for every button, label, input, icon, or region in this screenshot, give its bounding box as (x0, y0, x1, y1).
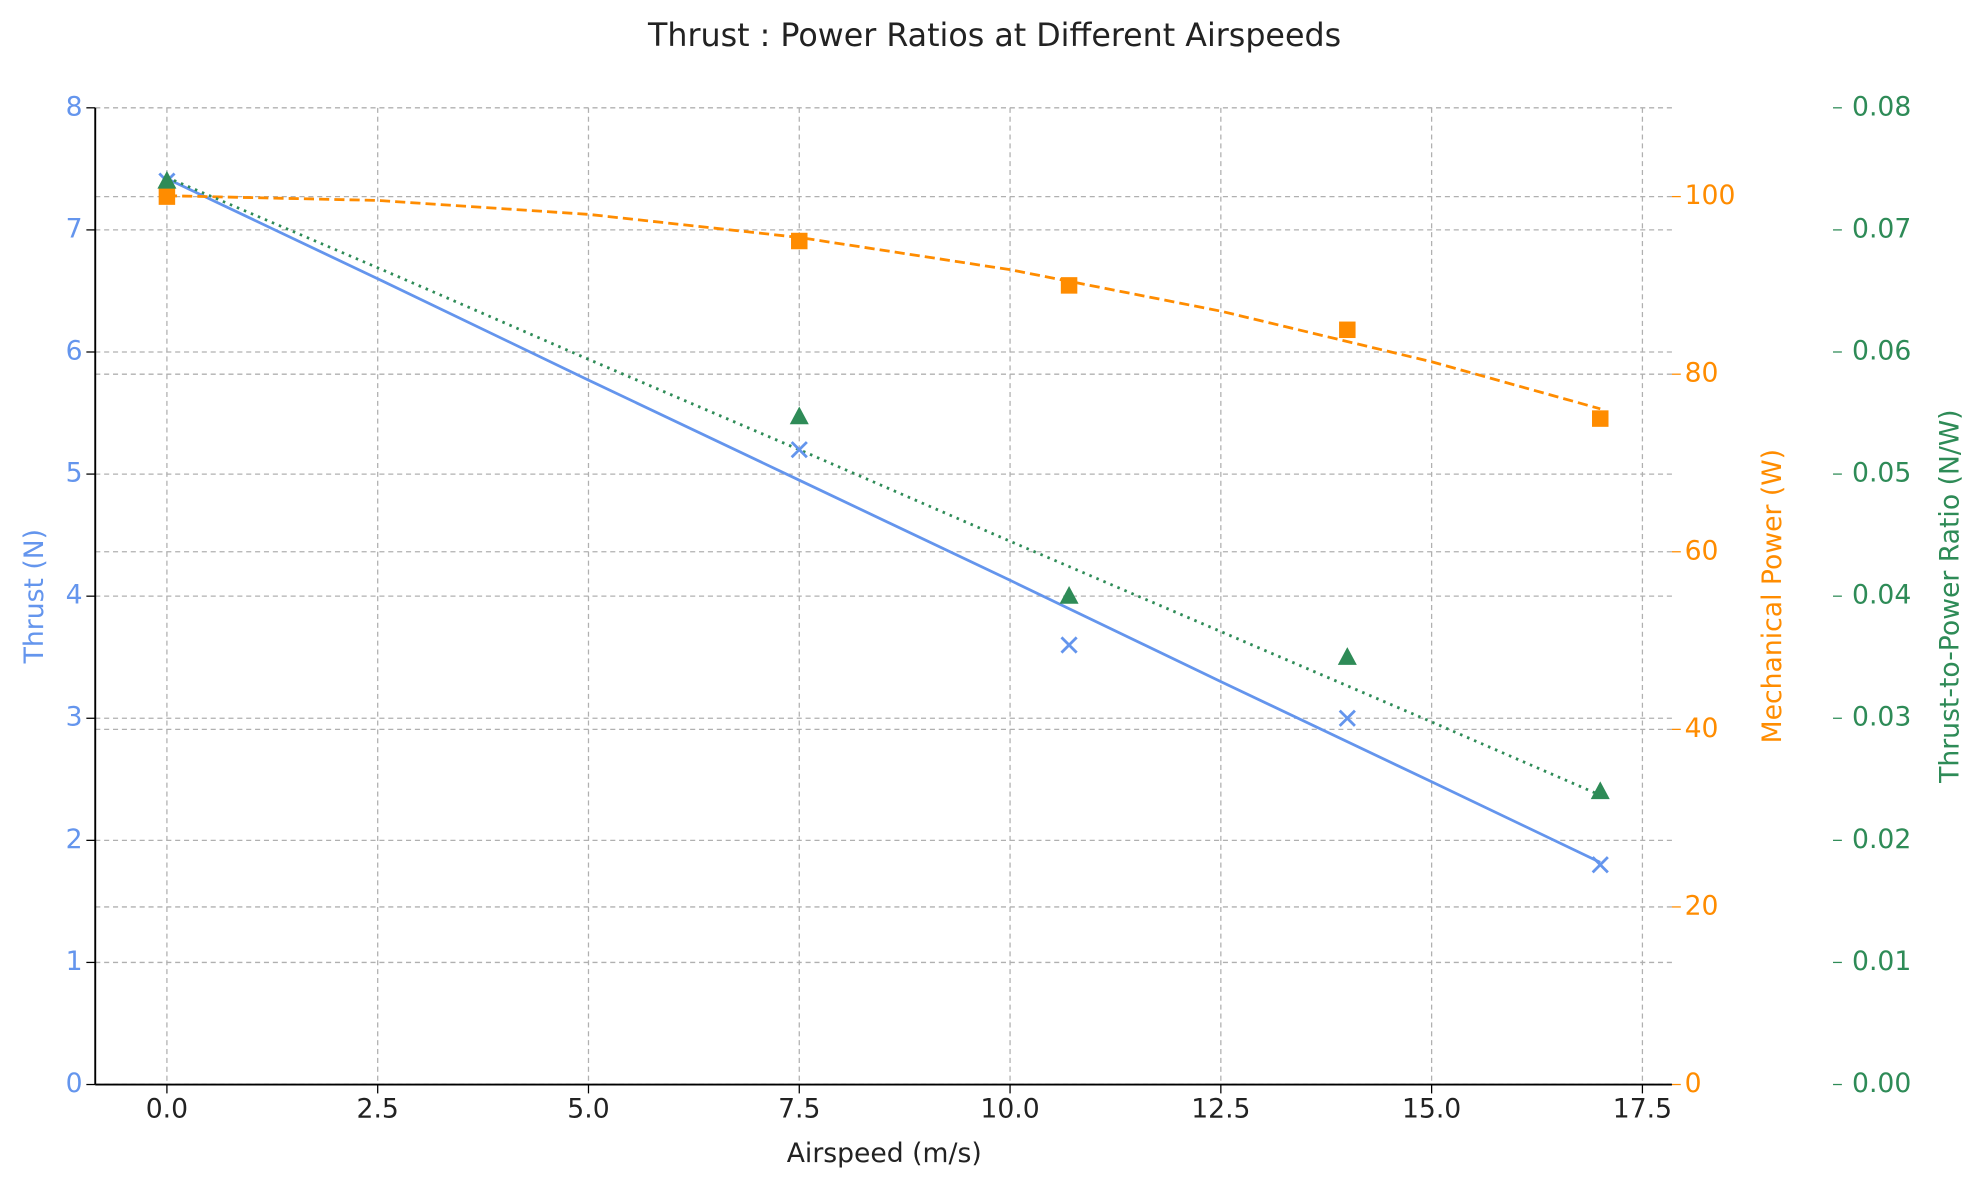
fit-line (166, 177, 1601, 864)
y2-axis-label: Mechanical Power (W) (1757, 449, 1788, 743)
y-tick-label: 7 (66, 213, 83, 244)
y3-tick-label: 0.04 (1852, 580, 1911, 611)
y-tick-label: 3 (66, 702, 83, 733)
y2-tick-label: 60 (1685, 535, 1719, 566)
x-tick-label: 2.5 (357, 1093, 399, 1124)
point (1339, 321, 1356, 339)
y-tick-label: 4 (66, 580, 83, 611)
y3-tick-label: 0.03 (1852, 702, 1911, 733)
point (157, 170, 177, 189)
fit-line (166, 176, 1601, 797)
y3-axis-label: Thrust-to-Power Ratio (N/W) (1934, 409, 1965, 783)
y3-tick-label: 0.01 (1852, 946, 1911, 977)
y3-tick-label: 0.00 (1852, 1068, 1911, 1099)
y-tick-label: 5 (66, 458, 83, 489)
y3-tick-label: 0.02 (1852, 824, 1911, 855)
y3-tick-label: 0.07 (1852, 213, 1911, 244)
point (1060, 277, 1078, 294)
y3-tick-label: 0.06 (1852, 335, 1911, 366)
y3-tick-label: 0.05 (1852, 458, 1911, 489)
point (790, 441, 808, 459)
point (1592, 410, 1609, 427)
point (1059, 586, 1079, 604)
y2-tick-label: 0 (1685, 1068, 1702, 1099)
point (1338, 709, 1356, 727)
y2-tick-label: 40 (1685, 713, 1719, 744)
point (1337, 647, 1357, 665)
y-tick-label: 0 (66, 1068, 83, 1099)
y2-tick-label: 100 (1685, 180, 1736, 211)
chart-title: Thrust : Power Ratios at Different Airsp… (647, 18, 1341, 54)
point (158, 188, 176, 205)
point (1060, 636, 1078, 654)
x-tick-label: 17.5 (1613, 1093, 1672, 1124)
x-tick-label: 7.5 (778, 1093, 820, 1124)
point (791, 232, 808, 250)
y-tick-label: 6 (66, 335, 83, 366)
y-tick-label: 1 (66, 946, 83, 977)
x-axis-label: Airspeed (m/s) (787, 1138, 982, 1169)
point (1590, 781, 1610, 800)
fit-line (166, 194, 1601, 411)
y2-tick-label: 80 (1685, 358, 1719, 389)
y2-tick-label: 20 (1685, 890, 1719, 921)
x-tick-label: 0.0 (146, 1093, 188, 1124)
y-tick-label: 8 (66, 91, 83, 122)
x-tick-label: 10.0 (980, 1093, 1039, 1124)
y-tick-label: 2 (66, 824, 83, 855)
x-tick-label: 15.0 (1402, 1093, 1461, 1124)
y-axis-label: Thrust (N) (19, 529, 50, 664)
x-tick-label: 5.0 (567, 1093, 609, 1124)
x-tick-label: 12.5 (1191, 1093, 1250, 1124)
point (1591, 856, 1609, 874)
point (789, 406, 809, 425)
y3-tick-label: 0.08 (1852, 91, 1911, 122)
